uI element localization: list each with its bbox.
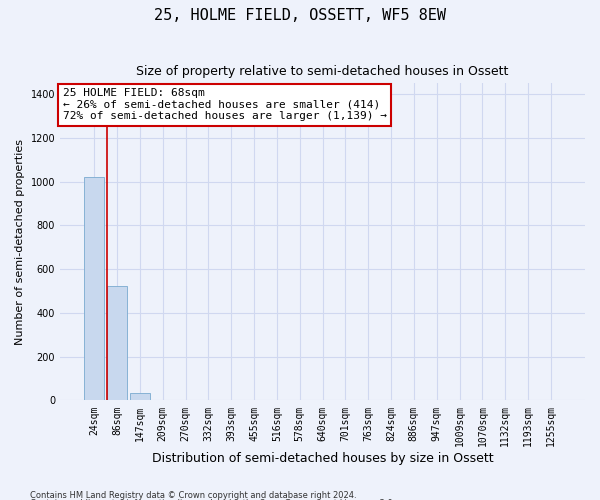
Bar (84, 178, 104, 400)
Bar (130, 393, 150, 400)
Text: 25 HOLME FIELD: 68sqm
← 26% of semi-detached houses are smaller (414)
72% of sem: 25 HOLME FIELD: 68sqm ← 26% of semi-deta… (62, 88, 386, 122)
Text: Contains public sector information licensed under the Open Government Licence v3: Contains public sector information licen… (30, 499, 395, 500)
Text: Contains HM Land Registry data © Crown copyright and database right 2024.: Contains HM Land Registry data © Crown c… (30, 490, 356, 500)
X-axis label: Distribution of semi-detached houses by size in Ossett: Distribution of semi-detached houses by … (152, 452, 493, 465)
Y-axis label: Number of semi-detached properties: Number of semi-detached properties (15, 139, 25, 345)
Bar (107, 286, 127, 401)
Title: Size of property relative to semi-detached houses in Ossett: Size of property relative to semi-detach… (136, 65, 509, 78)
Text: 25, HOLME FIELD, OSSETT, WF5 8EW: 25, HOLME FIELD, OSSETT, WF5 8EW (154, 8, 446, 22)
